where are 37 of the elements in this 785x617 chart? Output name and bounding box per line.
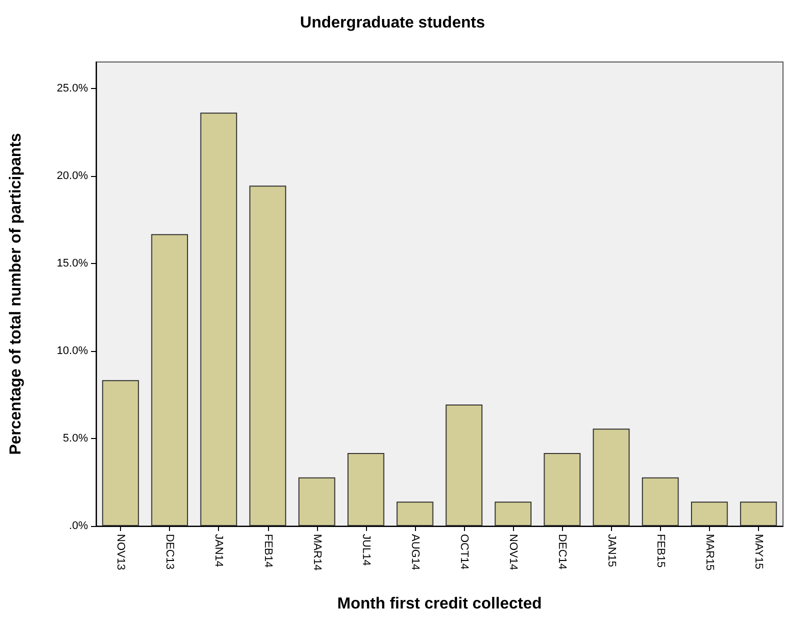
y-tick-label: .0% <box>69 520 88 532</box>
x-tick-label: JUL14 <box>360 534 372 566</box>
x-tick-label: OCT14 <box>458 534 470 570</box>
x-tick-label: NOV13 <box>114 534 127 570</box>
bar <box>200 112 238 526</box>
y-tick-label: 10.0% <box>56 344 88 357</box>
y-axis-title: Percentage of total number of participants <box>8 132 24 455</box>
bar <box>642 477 679 526</box>
bar <box>347 452 384 526</box>
x-tick-label: AUG14 <box>408 534 421 570</box>
x-tick-label: JAN15 <box>605 534 618 568</box>
x-tick-label: DEC13 <box>164 534 176 570</box>
x-tick-label: NOV14 <box>507 534 520 570</box>
x-tick-label: FEB15 <box>654 534 666 568</box>
x-tick-label: MAR15 <box>703 534 716 571</box>
x-tick-label: JAN14 <box>212 534 225 568</box>
x-axis-title: Month first credit collected <box>337 596 542 612</box>
y-tick-label: 5.0% <box>62 432 88 444</box>
x-tick-label: MAR14 <box>310 534 323 571</box>
bar <box>494 502 532 526</box>
x-tick-label: MAY15 <box>752 534 764 570</box>
y-tick-label: 25.0% <box>56 82 88 94</box>
bar <box>592 428 630 526</box>
bar <box>249 186 286 526</box>
bar <box>102 380 139 526</box>
y-tick-label: 15.0% <box>56 257 88 270</box>
bar <box>396 502 434 526</box>
bar <box>298 477 336 526</box>
x-tick-label: DEC14 <box>556 534 568 570</box>
bar <box>690 502 728 526</box>
bar <box>740 502 777 526</box>
chart-title: Undergraduate students <box>300 14 486 32</box>
bar <box>446 404 482 526</box>
x-tick-label: FEB14 <box>262 534 274 568</box>
bar <box>544 452 581 526</box>
y-tick-label: 20.0% <box>56 170 88 182</box>
bar <box>151 234 188 526</box>
